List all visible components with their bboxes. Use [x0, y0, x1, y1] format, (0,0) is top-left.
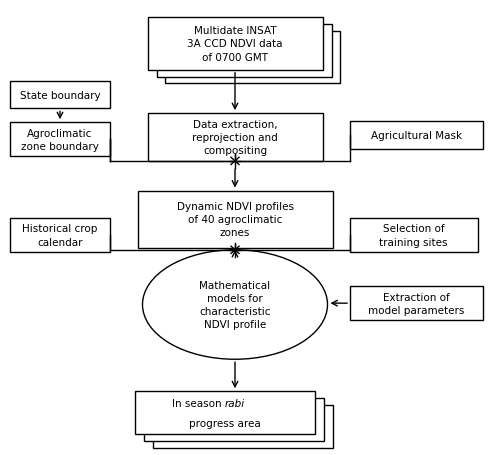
Text: Multidate INSAT
3A CCD NDVI data
of 0700 GMT: Multidate INSAT 3A CCD NDVI data of 0700…: [187, 26, 283, 62]
Text: Selection of
training sites: Selection of training sites: [380, 224, 448, 247]
Text: Extraction of
model parameters: Extraction of model parameters: [368, 292, 464, 315]
FancyBboxPatch shape: [350, 122, 482, 149]
Text: Historical crop
calendar: Historical crop calendar: [22, 224, 98, 247]
FancyBboxPatch shape: [166, 32, 340, 84]
FancyBboxPatch shape: [350, 218, 478, 253]
Text: Mathematical
models for
characteristic
NDVI profile: Mathematical models for characteristic N…: [199, 280, 271, 329]
Text: Dynamic NDVI profiles
of 40 agroclimatic
zones: Dynamic NDVI profiles of 40 agroclimatic…: [176, 202, 294, 238]
Text: progress area: progress area: [189, 418, 261, 428]
FancyBboxPatch shape: [144, 398, 324, 441]
Ellipse shape: [142, 250, 328, 359]
Text: In season: In season: [172, 398, 225, 408]
FancyBboxPatch shape: [350, 287, 482, 321]
Text: rabi: rabi: [225, 398, 245, 408]
Text: Agricultural Mask: Agricultural Mask: [370, 131, 462, 141]
Text: Agroclimatic
zone boundary: Agroclimatic zone boundary: [21, 128, 99, 152]
FancyBboxPatch shape: [10, 82, 110, 109]
FancyBboxPatch shape: [153, 405, 333, 448]
FancyBboxPatch shape: [10, 123, 110, 157]
FancyBboxPatch shape: [156, 25, 332, 77]
FancyBboxPatch shape: [148, 114, 322, 162]
FancyBboxPatch shape: [10, 218, 110, 253]
Text: Data extraction,
reprojection and
compositing: Data extraction, reprojection and compos…: [192, 120, 278, 156]
FancyBboxPatch shape: [138, 191, 332, 248]
FancyBboxPatch shape: [135, 391, 315, 435]
Text: State boundary: State boundary: [20, 91, 100, 101]
FancyBboxPatch shape: [148, 18, 322, 71]
